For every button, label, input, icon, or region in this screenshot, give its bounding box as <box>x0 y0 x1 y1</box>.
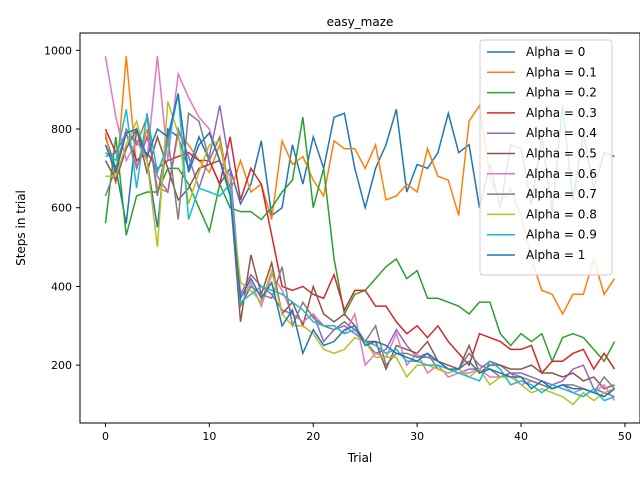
y-axis-label: Steps in trial <box>14 190 28 266</box>
series-line-3 <box>104 128 616 375</box>
legend-label: Alpha = 0 <box>526 45 585 59</box>
legend-label: Alpha = 0.4 <box>526 126 597 140</box>
series-line-2 <box>104 117 616 364</box>
y-tick-label: 400 <box>51 280 72 293</box>
legend-label: Alpha = 0.3 <box>526 106 597 120</box>
plot-area: 0 10 20 30 40 50 200 400 600 800 1000 <box>44 32 640 443</box>
series-layer <box>104 56 616 406</box>
series-line-5 <box>104 126 615 390</box>
x-tick-label: 40 <box>514 430 528 443</box>
x-tick-label: 50 <box>618 430 632 443</box>
legend-label: Alpha = 0.2 <box>526 86 597 100</box>
x-axis-ticks: 0 10 20 30 40 50 <box>102 423 632 443</box>
axes-frame <box>79 32 640 424</box>
y-tick-label: 200 <box>51 359 72 372</box>
legend-label: Alpha = 1 <box>526 248 585 262</box>
x-tick-label: 20 <box>306 430 320 443</box>
x-tick-label: 10 <box>202 430 216 443</box>
x-tick-label: 30 <box>410 430 424 443</box>
y-tick-label: 800 <box>51 123 72 136</box>
series-line-8 <box>105 101 615 406</box>
legend-label: Alpha = 0.8 <box>526 207 597 221</box>
x-tick-label: 0 <box>102 430 109 443</box>
chart-title: easy_maze <box>327 15 394 29</box>
y-tick-label: 600 <box>51 202 72 215</box>
x-axis-label: Trial <box>347 451 373 465</box>
y-axis-ticks: 200 400 600 800 1000 <box>44 44 80 372</box>
legend-label: Alpha = 0.5 <box>526 147 597 161</box>
y-tick-label: 1000 <box>44 44 72 57</box>
legend-label: Alpha = 0.7 <box>526 187 597 201</box>
legend-label: Alpha = 0.9 <box>526 228 597 242</box>
legend-items: Alpha = 0 Alpha = 0.1 Alpha = 0.2 Alpha = 0… <box>487 45 597 262</box>
legend: Alpha = 0 Alpha = 0.1 Alpha = 0.2 Alpha = 0… <box>479 39 613 276</box>
legend-box <box>479 39 613 276</box>
legend-label: Alpha = 0.1 <box>526 65 597 79</box>
legend-label: Alpha = 0.6 <box>526 167 597 181</box>
series-line-10 <box>104 93 616 398</box>
